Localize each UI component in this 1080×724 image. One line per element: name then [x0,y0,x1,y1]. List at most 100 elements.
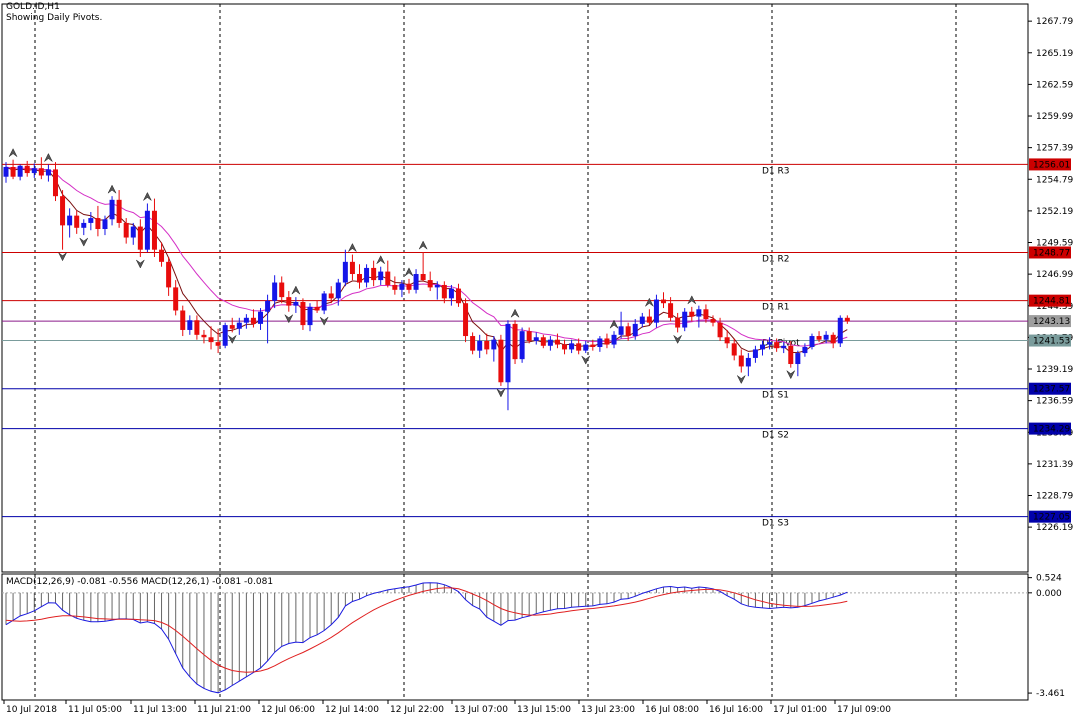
candle[interactable] [116,190,122,228]
candle[interactable] [406,278,412,294]
candle[interactable] [661,292,667,309]
candle[interactable] [625,322,631,341]
candle[interactable] [540,334,546,349]
candle[interactable] [208,326,214,350]
candle[interactable] [215,328,221,354]
candle[interactable] [795,350,801,377]
candle[interactable] [618,311,624,339]
candle[interactable] [187,315,193,335]
candle[interactable] [342,249,348,287]
candle[interactable] [788,340,794,368]
candle[interactable] [371,260,377,287]
candle[interactable] [45,164,51,182]
candle[interactable] [639,312,645,328]
candle[interactable] [576,338,582,355]
candle[interactable] [286,291,292,312]
candle[interactable] [229,317,235,333]
candle[interactable] [837,315,843,347]
candle[interactable] [378,266,384,285]
candle[interactable] [781,342,787,354]
candle[interactable] [554,333,560,349]
candle[interactable] [512,320,518,365]
candle[interactable] [166,256,172,296]
candle[interactable] [159,242,165,267]
candle[interactable] [717,317,723,341]
candle[interactable] [562,339,568,355]
candle[interactable] [144,203,150,253]
candle[interactable] [357,264,362,289]
candle[interactable] [470,332,476,355]
candle[interactable] [243,314,249,329]
candle[interactable] [328,286,334,304]
candle[interactable] [604,333,610,349]
candle[interactable] [364,264,370,288]
candle[interactable] [823,331,829,344]
candle[interactable] [279,276,285,304]
candle[interactable] [498,334,504,386]
candle[interactable] [802,343,808,357]
candle[interactable] [703,304,709,323]
candle[interactable] [668,297,674,322]
candle[interactable] [173,280,179,316]
candle[interactable] [10,159,16,180]
candle[interactable] [441,281,447,304]
candle[interactable] [3,162,9,183]
candle[interactable] [102,215,108,236]
candle[interactable] [151,198,157,257]
candle[interactable] [201,329,207,344]
candle[interactable] [646,309,652,326]
candle[interactable] [675,312,681,333]
candle[interactable] [477,334,483,358]
candle[interactable] [321,291,327,315]
candle[interactable] [130,222,136,245]
candle[interactable] [526,327,532,344]
candle[interactable] [505,320,511,411]
candle[interactable] [314,300,320,313]
candle[interactable] [590,339,596,351]
candle[interactable] [74,210,80,234]
candle[interactable] [547,336,553,351]
candle[interactable] [300,298,306,330]
candle[interactable] [632,319,638,340]
candle[interactable] [81,219,87,236]
candle[interactable] [95,205,101,237]
candle[interactable] [434,281,440,300]
candle[interactable] [180,305,186,337]
candle[interactable] [67,208,73,238]
candle[interactable] [484,333,490,355]
candle[interactable] [194,315,200,340]
candle[interactable] [399,280,405,298]
candle[interactable] [583,340,589,354]
candle[interactable] [109,196,115,226]
candle[interactable] [31,163,37,178]
candle[interactable] [38,157,44,180]
candle[interactable] [491,336,497,362]
candle[interactable] [611,331,617,349]
candle[interactable] [682,308,688,332]
candle[interactable] [137,219,143,257]
candle[interactable] [752,345,758,363]
candle[interactable] [569,339,575,354]
candle[interactable] [392,276,398,295]
candle[interactable] [597,336,603,352]
candle[interactable] [738,349,744,373]
candle[interactable] [250,309,256,328]
candle[interactable] [258,308,264,330]
candle[interactable] [17,164,23,181]
candle[interactable] [809,333,815,350]
candle[interactable] [533,332,539,345]
candle[interactable] [724,329,730,349]
candle[interactable] [52,162,58,202]
candle[interactable] [759,340,765,356]
candle[interactable] [60,190,66,250]
candle[interactable] [816,331,822,343]
candle[interactable] [710,315,716,327]
candle[interactable] [335,278,341,306]
candle[interactable] [24,160,30,177]
candle[interactable] [123,218,129,244]
candle[interactable] [463,298,469,343]
candle[interactable] [455,283,461,307]
candle[interactable] [689,306,695,322]
candle[interactable] [767,337,773,350]
